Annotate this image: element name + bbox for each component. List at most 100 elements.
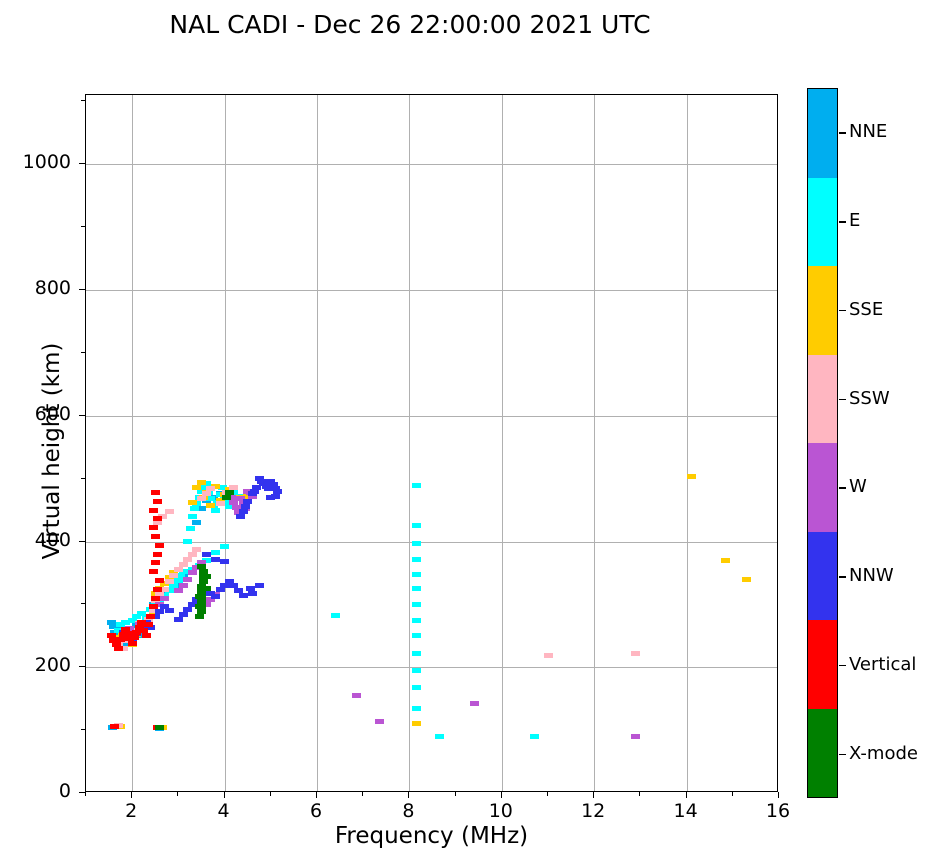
data-point	[187, 513, 197, 519]
data-point	[206, 502, 216, 508]
data-point	[197, 479, 206, 485]
y-axis-minor-tick	[81, 729, 85, 731]
data-point	[164, 508, 174, 514]
data-point	[197, 599, 206, 605]
colorbar-segment-e[interactable]	[808, 177, 837, 266]
data-point	[183, 606, 193, 612]
colorbar-label-x-mode: X-mode	[849, 742, 918, 764]
data-point	[109, 638, 119, 644]
data-point	[201, 585, 211, 591]
data-point	[252, 484, 262, 490]
data-point	[351, 693, 361, 698]
y-axis-minor-tick	[81, 100, 85, 102]
data-point	[434, 733, 444, 739]
data-point	[110, 723, 120, 729]
x-axis-minor-tick	[731, 792, 733, 796]
data-point	[153, 586, 163, 592]
y-axis-tick	[79, 666, 85, 668]
colorbar[interactable]	[807, 88, 838, 798]
colorbar-segment-nne[interactable]	[808, 89, 837, 178]
colorbar-segment-ssw[interactable]	[808, 354, 837, 443]
data-point	[153, 551, 163, 557]
data-point	[155, 609, 165, 615]
data-point	[153, 498, 163, 504]
data-point	[176, 572, 186, 578]
data-point	[411, 571, 421, 577]
data-point	[411, 556, 421, 562]
data-point	[197, 496, 206, 502]
gridline-horizontal	[86, 667, 777, 669]
data-point	[155, 591, 165, 597]
colorbar-label-e: E	[849, 210, 861, 232]
data-point	[243, 493, 253, 499]
gridline-vertical	[409, 95, 411, 791]
data-point	[116, 637, 126, 643]
data-point	[199, 569, 209, 575]
data-point	[247, 493, 257, 499]
data-point	[125, 625, 135, 631]
data-point	[120, 619, 130, 625]
data-point	[178, 611, 188, 617]
data-point	[229, 500, 239, 505]
colorbar-segment-vertical[interactable]	[808, 620, 837, 709]
data-point	[215, 497, 225, 503]
data-point	[187, 551, 197, 557]
x-axis-tick-label: 4	[217, 800, 230, 822]
data-point	[192, 565, 202, 571]
data-point	[245, 585, 255, 591]
data-point	[631, 733, 641, 739]
x-axis-minor-tick	[639, 792, 641, 796]
data-point	[224, 579, 234, 585]
x-axis-tick-label: 14	[673, 800, 698, 822]
data-point	[411, 617, 421, 623]
data-point	[148, 604, 158, 610]
data-point	[411, 483, 421, 488]
data-point	[120, 627, 130, 632]
data-point	[194, 604, 204, 610]
data-point	[150, 595, 160, 601]
gridline-vertical	[132, 95, 134, 791]
gridline-vertical	[317, 95, 318, 791]
y-axis-tick-label: 800	[34, 276, 71, 299]
data-point	[197, 488, 206, 494]
data-point	[220, 544, 230, 549]
data-point	[201, 557, 211, 563]
data-point	[273, 488, 283, 494]
colorbar-label-vertical: Vertical	[849, 653, 917, 675]
gridline-horizontal	[86, 289, 777, 291]
data-point	[160, 595, 169, 601]
colorbar-segment-sse[interactable]	[808, 266, 837, 355]
colorbar-tick	[839, 576, 846, 578]
colorbar-segment-w[interactable]	[808, 443, 837, 532]
y-axis-tick-label: 600	[34, 402, 71, 425]
page-title: NAL CADI - Dec 26 22:00:00 2021 UTC	[169, 10, 651, 39]
data-point	[155, 596, 165, 602]
data-point	[150, 533, 160, 539]
data-point	[201, 588, 211, 593]
data-point	[155, 578, 165, 583]
data-point	[266, 478, 276, 484]
data-point	[206, 486, 216, 492]
x-axis-tick-label: 12	[581, 800, 606, 822]
data-point	[229, 583, 239, 588]
data-point	[130, 625, 139, 631]
data-point	[148, 569, 158, 575]
x-axis-minor-tick	[454, 792, 456, 796]
data-point	[111, 642, 121, 648]
data-point	[201, 497, 211, 503]
x-axis-tick	[685, 792, 687, 798]
data-point	[411, 633, 421, 639]
colorbar-segment-x-mode[interactable]	[808, 708, 837, 797]
y-axis-tick	[79, 163, 85, 165]
data-point	[270, 486, 280, 492]
colorbar-segment-nnw[interactable]	[808, 531, 837, 620]
y-axis-tick-label: 400	[34, 528, 71, 551]
data-point	[210, 507, 220, 513]
data-point	[721, 557, 731, 563]
data-point	[192, 596, 202, 602]
data-point	[153, 516, 163, 522]
data-point	[146, 624, 156, 630]
x-axis-tick-label: 8	[402, 800, 415, 822]
data-point	[187, 601, 197, 607]
gridline-vertical	[224, 95, 226, 791]
